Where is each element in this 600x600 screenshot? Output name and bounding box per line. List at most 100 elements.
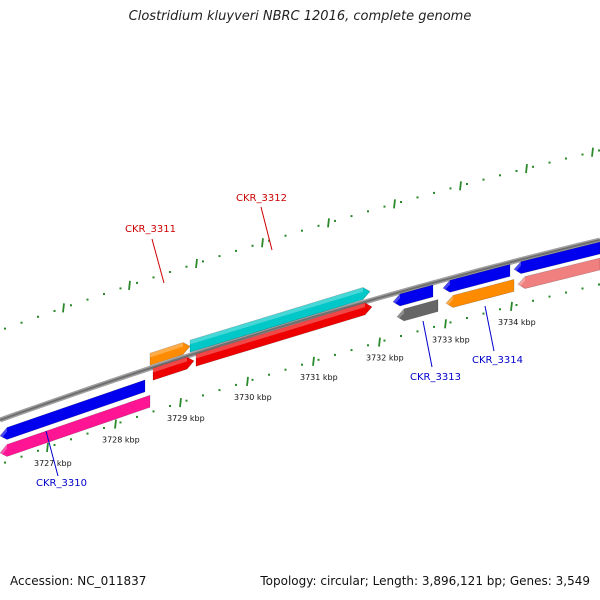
major-tick-upper: [393, 199, 396, 209]
minor-tick-dots: [4, 149, 600, 464]
major-tick: [510, 301, 513, 311]
scale-label: 3727 kbp: [34, 459, 72, 468]
tick-dot-lower: [20, 455, 23, 458]
tick-dot-lower: [218, 389, 221, 392]
major-tick: [46, 442, 49, 453]
tick-dot-upper: [350, 215, 353, 218]
tick-dot-lower: [367, 344, 369, 347]
gene-arrow-ckr-3312[interactable]: [189, 287, 371, 353]
tick-dot-lower: [202, 394, 204, 397]
scale-label: 3729 kbp: [167, 414, 205, 423]
tick-dot-upper: [169, 271, 171, 273]
tick-dot-upper: [581, 153, 584, 156]
feature-arrow-salmon-1[interactable]: [517, 257, 600, 289]
tick-dot-lower: [185, 399, 188, 402]
tick-dot-lower: [86, 432, 89, 435]
tick-dot-lower: [53, 444, 56, 446]
gene-label-ckr-3312[interactable]: CKR_3312: [236, 193, 287, 204]
gene-arrow-ckr-3314[interactable]: [445, 278, 515, 308]
feature-arrow-red-1[interactable]: [152, 356, 195, 381]
gene-label-ckr-3314[interactable]: CKR_3314: [472, 355, 523, 366]
tick-dot-upper: [301, 229, 303, 232]
tick-dot-upper: [202, 260, 204, 263]
tick-dot-upper: [152, 276, 155, 279]
feature-arrow-blue-2[interactable]: [392, 284, 434, 307]
tick-dot-lower: [169, 405, 171, 407]
gene-label-ckr-3312-leader: [260, 206, 273, 251]
tick-dot-upper: [70, 304, 72, 307]
tick-dot-lower: [268, 373, 270, 376]
major-tick-upper: [327, 218, 330, 228]
tick-dot-upper: [136, 281, 138, 284]
tick-dot-upper: [499, 174, 501, 177]
genome-backbone-core: [0, 239, 600, 421]
tick-dot-upper: [251, 244, 254, 247]
tick-dot-lower: [499, 308, 501, 311]
feature-arrow-blue-4[interactable]: [513, 241, 600, 274]
tick-dot-upper: [86, 298, 89, 301]
genome-backbone: [0, 237, 600, 423]
gene-label-ckr-3313-leader: [422, 320, 433, 368]
gene-label-ckr-3311-leader: [151, 238, 165, 284]
tick-dot-upper: [268, 239, 270, 242]
tick-dot-upper: [515, 170, 518, 172]
page-title: Clostridium kluyveri NBRC 12016, complet…: [128, 9, 472, 24]
gene-label-ckr-3313[interactable]: CKR_3313: [410, 372, 461, 383]
tick-dot-lower: [70, 438, 72, 441]
major-tick-upper: [128, 280, 131, 290]
gene-label-ckr-3311[interactable]: CKR_3311: [125, 224, 176, 235]
gene-label-ckr-3310[interactable]: CKR_3310: [36, 478, 87, 489]
major-tick: [378, 337, 381, 347]
tick-dot-lower: [119, 421, 122, 424]
tick-dot-lower: [565, 291, 567, 294]
feature-arrow-pink-1[interactable]: [0, 394, 151, 458]
tick-dot-lower: [598, 283, 600, 286]
gene-arrow-ckr-3313[interactable]: [396, 299, 439, 322]
tick-dot-lower: [317, 358, 320, 361]
tick-dot-lower: [350, 349, 353, 352]
feature-arrow-red-2[interactable]: [195, 302, 373, 367]
scale-label: 3728 kbp: [102, 436, 140, 445]
scale-label: 3730 kbp: [234, 393, 272, 402]
tick-dot-lower: [416, 330, 419, 333]
genome-stats-text: Topology: circular; Length: 3,896,121 bp…: [260, 574, 590, 588]
gene-arrow-ckr-3311[interactable]: [149, 342, 191, 366]
tick-dot-upper: [433, 191, 435, 194]
feature-arrow-blue-1[interactable]: [0, 379, 146, 441]
major-tick: [114, 419, 117, 429]
tick-dot-lower: [383, 339, 386, 342]
tick-dot-lower: [466, 317, 468, 319]
tick-dot-lower: [449, 321, 452, 324]
tick-dot-lower: [400, 335, 402, 337]
tick-dot-upper: [235, 249, 237, 252]
tick-dot-lower: [548, 295, 551, 298]
tick-dot-upper: [4, 327, 6, 330]
tick-dot-lower: [334, 353, 336, 356]
scale-label: 3732 kbp: [366, 354, 404, 363]
major-tick: [312, 356, 315, 366]
tick-dot-lower: [482, 312, 485, 315]
tick-dot-lower: [251, 378, 254, 381]
feature-arrow-blue-3[interactable]: [442, 264, 511, 293]
tick-dot-upper: [218, 255, 221, 258]
major-tick-upper: [459, 181, 462, 191]
tick-dot-upper: [400, 201, 402, 203]
tick-dot-upper: [565, 157, 567, 160]
tick-dot-upper: [284, 234, 287, 237]
tick-dot-upper: [334, 219, 336, 222]
tick-dot-upper: [53, 310, 56, 312]
major-tick: [444, 319, 447, 329]
major-tick-upper: [525, 163, 528, 174]
gene-callouts: CKR_3310 CKR_3311 CKR_3312 CKR_3313 CKR_3314: [36, 193, 523, 489]
tick-dot-upper: [449, 187, 452, 190]
tick-dot-lower: [515, 304, 518, 306]
tick-dot-upper: [598, 149, 600, 152]
tick-dot-upper: [20, 321, 23, 324]
tick-dot-upper: [317, 224, 320, 227]
major-tick-upper: [591, 147, 594, 157]
tick-dot-lower: [284, 368, 287, 371]
tick-dot-lower: [532, 299, 534, 302]
tick-dot-upper: [383, 205, 386, 208]
major-tick-upper: [195, 258, 198, 269]
